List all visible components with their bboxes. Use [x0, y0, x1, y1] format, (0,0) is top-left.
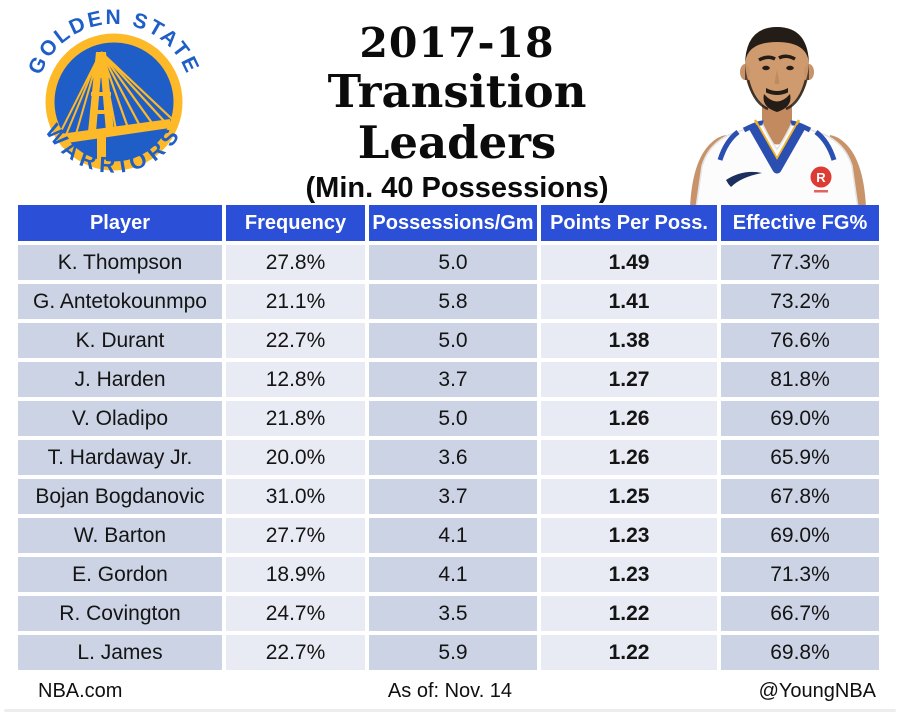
player-name-cell: G. Antetokounmpo: [18, 284, 222, 319]
stat-cell: 1.38: [541, 323, 717, 358]
player-name-cell: J. Harden: [18, 362, 222, 397]
bottom-edge-shadow: [4, 709, 896, 712]
stat-cell: 69.0%: [721, 401, 879, 436]
stat-cell: 18.9%: [226, 557, 365, 592]
face: [745, 27, 809, 109]
stat-cell: 1.25: [541, 479, 717, 514]
stat-cell: 22.7%: [226, 323, 365, 358]
title-block: 2017-18 Transition Leaders (Min. 40 Poss…: [222, 19, 692, 206]
stat-cell: 21.1%: [226, 284, 365, 319]
stat-cell: 12.8%: [226, 362, 365, 397]
stat-cell: 1.23: [541, 557, 717, 592]
player-headshot: R: [690, 27, 866, 208]
footer-as-of: As of: Nov. 14: [387, 680, 513, 702]
stat-cell: 67.8%: [721, 479, 879, 514]
stat-cell: 77.3%: [721, 245, 879, 280]
stat-cell: 4.1: [369, 518, 537, 553]
stat-cell: 20.0%: [226, 440, 365, 475]
stat-cell: 65.9%: [721, 440, 879, 475]
stat-cell: 76.6%: [721, 323, 879, 358]
stat-cell: 5.8: [369, 284, 537, 319]
stat-cell: 27.8%: [226, 245, 365, 280]
column-header: Possessions/Gm: [369, 205, 537, 241]
sponsor-patch: R: [810, 166, 832, 193]
patch-letter: R: [816, 170, 826, 185]
player-name-cell: L. James: [18, 635, 222, 670]
stat-cell: 71.3%: [721, 557, 879, 592]
stat-cell: 1.26: [541, 440, 717, 475]
player-name-cell: W. Barton: [18, 518, 222, 553]
collar-gold-trim: [753, 119, 801, 162]
title-subtitle: (Min. 40 Possessions): [305, 171, 609, 204]
stat-cell: 1.41: [541, 284, 717, 319]
stat-cell: 24.7%: [226, 596, 365, 631]
player-name-cell: T. Hardaway Jr.: [18, 440, 222, 475]
stat-cell: 22.7%: [226, 635, 365, 670]
stat-cell: 1.26: [541, 401, 717, 436]
stat-cell: 21.8%: [226, 401, 365, 436]
player-name-cell: K. Thompson: [18, 245, 222, 280]
player-name-cell: E. Gordon: [18, 557, 222, 592]
stat-cell: 5.0: [369, 245, 537, 280]
stat-cell: 66.7%: [721, 596, 879, 631]
stat-cell: 69.0%: [721, 518, 879, 553]
stat-cell: 27.7%: [226, 518, 365, 553]
stat-cell: 1.49: [541, 245, 717, 280]
footer-source: NBA.com: [38, 680, 123, 702]
player-name-cell: K. Durant: [18, 323, 222, 358]
column-header: Frequency: [226, 205, 365, 241]
player-name-cell: Bojan Bogdanovic: [18, 479, 222, 514]
stat-cell: 3.7: [369, 362, 537, 397]
column-header: Effective FG%: [721, 205, 879, 241]
player-name-cell: V. Oladipo: [18, 401, 222, 436]
stat-cell: 69.8%: [721, 635, 879, 670]
player-name-cell: R. Covington: [18, 596, 222, 631]
stat-cell: 3.6: [369, 440, 537, 475]
footer-handle: @YoungNBA: [758, 680, 876, 702]
column-header: Player: [18, 205, 222, 241]
mustache: [766, 88, 788, 95]
beard: [763, 94, 791, 112]
stat-cell: 5.0: [369, 401, 537, 436]
collar-blue-trim: [749, 124, 805, 174]
stats-table: Player Frequency Possessions/Gm Points Per …: [18, 205, 879, 670]
bridge-icon: [58, 51, 173, 162]
title-main: Transition Leaders: [327, 65, 587, 169]
stat-cell: 31.0%: [226, 479, 365, 514]
stat-cell: 5.0: [369, 323, 537, 358]
stat-cell: 3.5: [369, 596, 537, 631]
stat-cell: 3.7: [369, 479, 537, 514]
stat-cell: 5.9: [369, 635, 537, 670]
stat-cell: 4.1: [369, 557, 537, 592]
column-header: Points Per Poss.: [541, 205, 717, 241]
stat-cell: 1.22: [541, 635, 717, 670]
hair: [745, 27, 809, 66]
title-season: 2017-18: [359, 19, 555, 67]
stat-cell: 1.22: [541, 596, 717, 631]
warriors-logo: GOLDEN STATE WARRIORS: [24, 6, 202, 178]
stat-cell: 81.8%: [721, 362, 879, 397]
stat-cell: 1.27: [541, 362, 717, 397]
swoosh-icon: [726, 171, 762, 187]
stat-cell: 73.2%: [721, 284, 879, 319]
stat-cell: 1.23: [541, 518, 717, 553]
